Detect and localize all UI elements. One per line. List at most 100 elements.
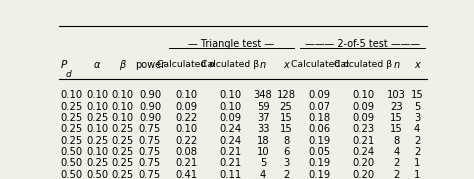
- Text: 0.90: 0.90: [139, 113, 161, 123]
- Text: 0.20: 0.20: [352, 158, 374, 168]
- Text: 3: 3: [283, 158, 289, 168]
- Text: 0.10: 0.10: [86, 102, 108, 112]
- Text: β: β: [119, 60, 126, 70]
- Text: 15: 15: [280, 124, 292, 134]
- Text: 0.06: 0.06: [309, 124, 331, 134]
- Text: 0.10: 0.10: [352, 90, 374, 100]
- Text: 0.19: 0.19: [309, 136, 331, 146]
- Text: 0.20: 0.20: [352, 170, 374, 179]
- Text: 0.10: 0.10: [61, 90, 83, 100]
- Text: 0.07: 0.07: [309, 102, 331, 112]
- Text: 0.25: 0.25: [111, 147, 134, 157]
- Text: 0.25: 0.25: [86, 136, 108, 146]
- Text: 6: 6: [283, 147, 289, 157]
- Text: Calculated β: Calculated β: [334, 60, 392, 69]
- Text: 0.25: 0.25: [111, 170, 134, 179]
- Text: 0.21: 0.21: [175, 158, 198, 168]
- Text: 0.22: 0.22: [175, 113, 198, 123]
- Text: 2: 2: [414, 147, 420, 157]
- Text: 37: 37: [257, 113, 269, 123]
- Text: 0.05: 0.05: [309, 147, 331, 157]
- Text: 33: 33: [257, 124, 269, 134]
- Text: 0.10: 0.10: [219, 90, 241, 100]
- Text: 0.75: 0.75: [139, 147, 161, 157]
- Text: 3: 3: [414, 113, 420, 123]
- Text: 0.09: 0.09: [309, 90, 331, 100]
- Text: 0.75: 0.75: [139, 158, 161, 168]
- Text: 0.75: 0.75: [139, 170, 161, 179]
- Text: ——— 2-of-5 test ———: ——— 2-of-5 test ———: [305, 39, 420, 49]
- Text: 2: 2: [393, 158, 400, 168]
- Text: 23: 23: [390, 102, 402, 112]
- Text: 103: 103: [387, 90, 406, 100]
- Text: 4: 4: [393, 147, 400, 157]
- Text: 0.24: 0.24: [219, 136, 241, 146]
- Text: 0.10: 0.10: [86, 124, 108, 134]
- Text: 0.50: 0.50: [61, 147, 83, 157]
- Text: 59: 59: [257, 102, 270, 112]
- Text: 1: 1: [414, 158, 420, 168]
- Text: 8: 8: [393, 136, 400, 146]
- Text: 0.19: 0.19: [309, 170, 331, 179]
- Text: 1: 1: [414, 170, 420, 179]
- Text: 0.75: 0.75: [139, 124, 161, 134]
- Text: 0.10: 0.10: [111, 90, 134, 100]
- Text: 0.08: 0.08: [176, 147, 198, 157]
- Text: d: d: [66, 70, 72, 79]
- Text: 0.09: 0.09: [352, 113, 374, 123]
- Text: 2: 2: [393, 170, 400, 179]
- Text: α: α: [94, 60, 100, 70]
- Text: 4: 4: [414, 124, 420, 134]
- Text: n: n: [393, 60, 400, 70]
- Text: 0.11: 0.11: [219, 170, 241, 179]
- Text: 5: 5: [414, 102, 420, 112]
- Text: 0.25: 0.25: [86, 113, 108, 123]
- Text: 2: 2: [414, 136, 420, 146]
- Text: 0.10: 0.10: [175, 124, 198, 134]
- Text: 348: 348: [254, 90, 273, 100]
- Text: 8: 8: [283, 136, 289, 146]
- Text: 0.50: 0.50: [61, 170, 83, 179]
- Text: 0.41: 0.41: [175, 170, 198, 179]
- Text: 5: 5: [260, 158, 266, 168]
- Text: 0.90: 0.90: [139, 90, 161, 100]
- Text: 0.19: 0.19: [309, 158, 331, 168]
- Text: 10: 10: [257, 147, 269, 157]
- Text: 0.18: 0.18: [309, 113, 331, 123]
- Text: 0.21: 0.21: [219, 147, 241, 157]
- Text: P: P: [61, 60, 67, 70]
- Text: 0.22: 0.22: [175, 136, 198, 146]
- Text: 0.10: 0.10: [111, 102, 134, 112]
- Text: 0.75: 0.75: [139, 136, 161, 146]
- Text: 0.23: 0.23: [352, 124, 374, 134]
- Text: 0.10: 0.10: [219, 102, 241, 112]
- Text: 15: 15: [390, 113, 403, 123]
- Text: 0.09: 0.09: [352, 102, 374, 112]
- Text: 0.25: 0.25: [61, 102, 83, 112]
- Text: x: x: [414, 60, 420, 70]
- Text: 2: 2: [283, 170, 289, 179]
- Text: x: x: [283, 60, 289, 70]
- Text: 0.90: 0.90: [139, 102, 161, 112]
- Text: 15: 15: [410, 90, 423, 100]
- Text: 0.21: 0.21: [219, 158, 241, 168]
- Text: 0.50: 0.50: [61, 158, 83, 168]
- Text: 0.25: 0.25: [61, 113, 83, 123]
- Text: 0.25: 0.25: [61, 136, 83, 146]
- Text: Calculated α: Calculated α: [291, 60, 349, 69]
- Text: 0.25: 0.25: [111, 136, 134, 146]
- Text: 0.25: 0.25: [61, 124, 83, 134]
- Text: 15: 15: [390, 124, 403, 134]
- Text: 25: 25: [280, 102, 292, 112]
- Text: 0.10: 0.10: [111, 113, 134, 123]
- Text: 0.09: 0.09: [219, 113, 241, 123]
- Text: 4: 4: [260, 170, 266, 179]
- Text: 0.21: 0.21: [352, 136, 374, 146]
- Text: 15: 15: [280, 113, 292, 123]
- Text: 0.24: 0.24: [352, 147, 374, 157]
- Text: 0.24: 0.24: [219, 124, 241, 134]
- Text: 0.25: 0.25: [86, 158, 108, 168]
- Text: — Triangle test —: — Triangle test —: [188, 39, 274, 49]
- Text: 0.10: 0.10: [86, 147, 108, 157]
- Text: 128: 128: [277, 90, 296, 100]
